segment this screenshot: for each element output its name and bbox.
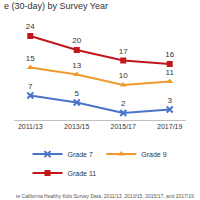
svg-text:11: 11	[166, 68, 175, 77]
svg-text:2011/13: 2011/13	[18, 123, 43, 130]
svg-text:2: 2	[121, 99, 126, 108]
svg-text:17: 17	[119, 47, 128, 56]
svg-text:10: 10	[119, 71, 128, 80]
svg-text:2015/17: 2015/17	[111, 123, 136, 130]
svg-text:2017/19: 2017/19	[157, 123, 182, 130]
svg-text:Grade 9: Grade 9	[141, 151, 166, 158]
svg-text:20: 20	[72, 36, 81, 45]
svg-text:13: 13	[72, 61, 81, 70]
svg-text:te California Healthy Kids Sur: te California Healthy Kids Survey Data, …	[16, 193, 194, 199]
svg-text:3: 3	[168, 96, 173, 105]
svg-text:7: 7	[28, 82, 33, 91]
svg-text:16: 16	[165, 50, 174, 59]
svg-text:24: 24	[26, 22, 35, 31]
svg-text:5: 5	[75, 89, 80, 98]
svg-text:Grade 11: Grade 11	[68, 170, 97, 177]
svg-text:e (30-day) by Survey Year: e (30-day) by Survey Year	[4, 1, 108, 11]
svg-text:Grade 7: Grade 7	[68, 151, 93, 158]
svg-text:2013/15: 2013/15	[64, 123, 89, 130]
svg-text:15: 15	[26, 54, 35, 63]
